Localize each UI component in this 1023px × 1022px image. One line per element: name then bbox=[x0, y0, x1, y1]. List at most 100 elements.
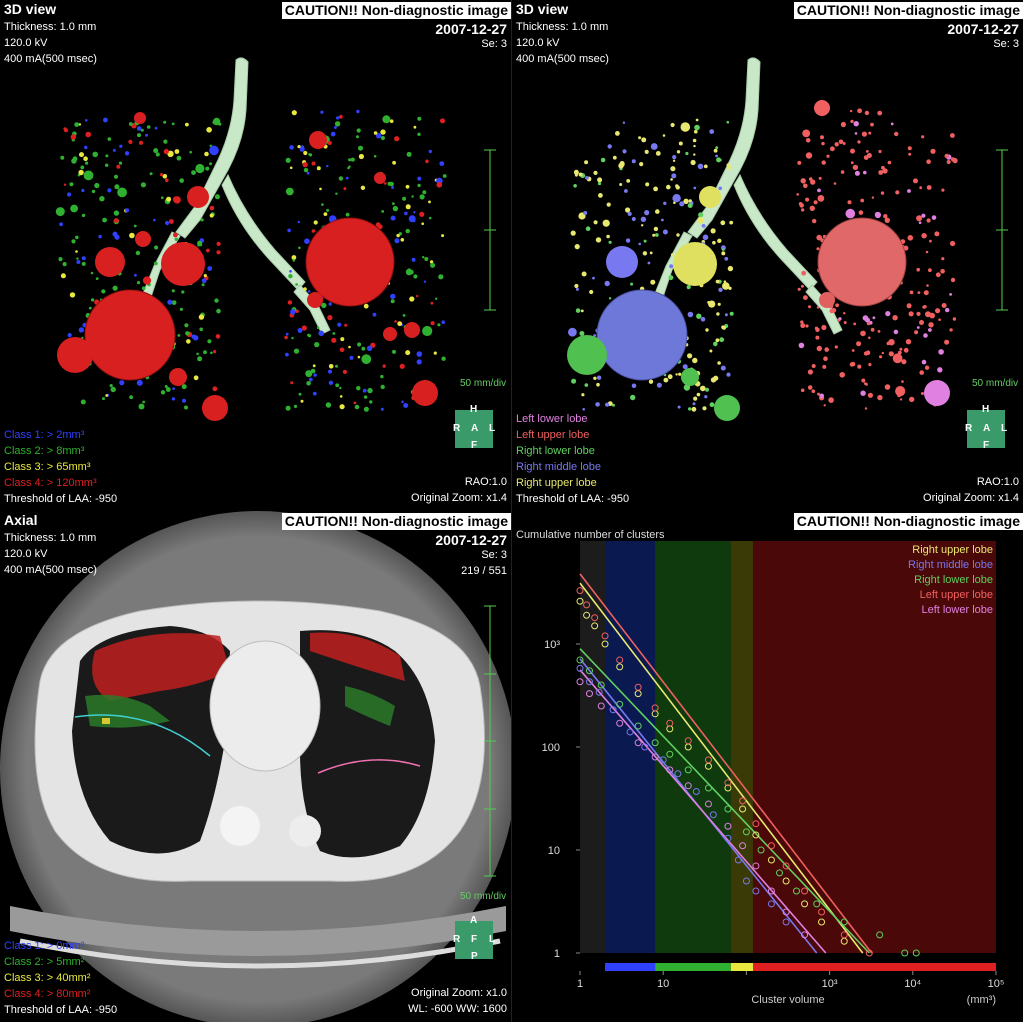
cluster-dot bbox=[165, 220, 170, 226]
cluster-dot bbox=[850, 161, 854, 165]
cluster-dot bbox=[803, 183, 808, 189]
cluster-dot bbox=[291, 255, 297, 260]
cluster-dot bbox=[153, 261, 158, 266]
cluster-dot bbox=[580, 309, 584, 313]
legend-right-lower: Right lower lobe bbox=[914, 574, 993, 586]
cluster-dot bbox=[638, 136, 642, 140]
cluster-dot bbox=[683, 384, 691, 391]
cluster-dot bbox=[809, 205, 815, 211]
orient-top: A bbox=[470, 915, 478, 926]
panel-3d-lobe-view[interactable]: 3D view Thickness: 1.0 mm 120.0 kV 400 m… bbox=[512, 0, 1023, 511]
study-date: 2007-12-27 bbox=[435, 21, 507, 37]
panel-3d-class-view[interactable]: 3D view Thickness: 1.0 mm 120.0 kV 400 m… bbox=[0, 0, 511, 511]
cluster-dot bbox=[607, 144, 612, 149]
cluster-dot bbox=[195, 163, 205, 174]
scale-label: 50 mm/div bbox=[460, 378, 507, 389]
cluster-dot bbox=[303, 167, 309, 173]
scale-label: 50 mm/div bbox=[972, 378, 1019, 389]
fit-line bbox=[579, 582, 864, 954]
cluster-dot bbox=[196, 352, 199, 356]
cluster-dot bbox=[919, 186, 923, 190]
x-axis-label: Cluster volume bbox=[751, 994, 824, 1006]
orientation-cube[interactable]: H R A L F bbox=[965, 404, 1007, 451]
cluster-dot bbox=[670, 166, 676, 172]
cluster-dot bbox=[438, 274, 444, 280]
cluster-dot bbox=[167, 150, 174, 157]
cluster-dot bbox=[630, 394, 636, 401]
cluster-dot bbox=[399, 363, 405, 369]
cluster-dot bbox=[335, 383, 340, 388]
cluster-dot bbox=[185, 331, 190, 336]
panel-axial-view[interactable]: Axial Thickness: 1.0 mm 120.0 kV 400 mA(… bbox=[0, 511, 511, 1022]
axial-ct-image bbox=[0, 511, 511, 1022]
data-point bbox=[734, 856, 742, 864]
aorta bbox=[289, 815, 321, 847]
cluster-dot bbox=[608, 240, 612, 244]
cluster-dot bbox=[305, 370, 313, 378]
cluster-dot bbox=[581, 271, 587, 277]
cluster-dot bbox=[153, 218, 156, 222]
cluster-dot bbox=[913, 178, 918, 184]
cluster-dot bbox=[631, 159, 636, 164]
cluster-dot bbox=[348, 165, 351, 168]
cluster-dot bbox=[581, 393, 585, 397]
cluster-dot bbox=[861, 131, 867, 137]
cluster-dot bbox=[428, 200, 431, 204]
data-point bbox=[585, 678, 593, 686]
cluster-dot bbox=[666, 184, 671, 190]
cluster-dot bbox=[105, 154, 109, 158]
cluster-dot bbox=[405, 268, 413, 276]
cluster-dot bbox=[937, 367, 943, 373]
data-point bbox=[792, 887, 800, 895]
legend-right-upper: Right upper lobe bbox=[912, 544, 993, 556]
cluster-dot bbox=[861, 378, 866, 383]
cluster-dot bbox=[640, 216, 647, 222]
data-point bbox=[591, 622, 599, 630]
cluster-dot bbox=[146, 125, 151, 129]
cluster-dot bbox=[823, 404, 826, 407]
view-title: 3D view bbox=[4, 1, 57, 17]
cluster-dot bbox=[101, 289, 106, 294]
cluster-dot bbox=[887, 160, 892, 165]
cluster-dot bbox=[870, 122, 874, 127]
cluster-dot bbox=[312, 364, 316, 368]
cluster-dot bbox=[184, 405, 188, 410]
cluster-dot bbox=[306, 381, 311, 386]
x-tick-label: 10³ bbox=[822, 978, 838, 990]
cluster-dot bbox=[323, 212, 328, 217]
cluster-dot bbox=[328, 364, 334, 369]
cluster-dot bbox=[826, 154, 830, 158]
data-point bbox=[583, 601, 591, 609]
cluster-dot bbox=[805, 324, 809, 328]
cluster-dot bbox=[729, 311, 734, 316]
cluster-dot bbox=[805, 152, 813, 159]
cluster-dot bbox=[888, 351, 894, 357]
cluster-dot bbox=[78, 123, 82, 126]
cluster-dot bbox=[373, 131, 378, 135]
cluster-dot bbox=[883, 214, 888, 219]
data-point bbox=[801, 900, 809, 908]
orient-left: R bbox=[965, 423, 973, 434]
cluster-dot bbox=[671, 173, 677, 179]
ma-text: 400 mA(500 msec) bbox=[516, 53, 609, 65]
cluster-dot bbox=[630, 282, 634, 286]
cluster-dot bbox=[301, 325, 307, 331]
orientation-cube[interactable]: A R F L P bbox=[453, 915, 495, 962]
cluster-dot bbox=[622, 121, 626, 124]
cluster-dot bbox=[313, 373, 317, 377]
orientation-cube[interactable]: H R A L F bbox=[453, 404, 496, 451]
cluster-dot bbox=[99, 196, 105, 202]
orient-right: L bbox=[489, 423, 496, 434]
cluster-dot bbox=[857, 108, 862, 114]
cluster-dot bbox=[710, 228, 716, 234]
cluster-dot bbox=[125, 208, 130, 213]
cluster-dot bbox=[729, 220, 734, 225]
cluster-dot bbox=[821, 160, 826, 165]
cluster-dot bbox=[209, 162, 213, 166]
cluster-dot bbox=[905, 339, 912, 345]
cluster-dot bbox=[672, 159, 676, 162]
cluster-dot bbox=[722, 282, 730, 290]
cluster-dot bbox=[193, 375, 199, 381]
data-point bbox=[616, 700, 624, 708]
panel-cumulative-chart[interactable]: 1 10 100 10³ 1 10 10³ 10⁴ 10⁵ Cluster volume (mm³)… bbox=[512, 511, 1023, 1022]
